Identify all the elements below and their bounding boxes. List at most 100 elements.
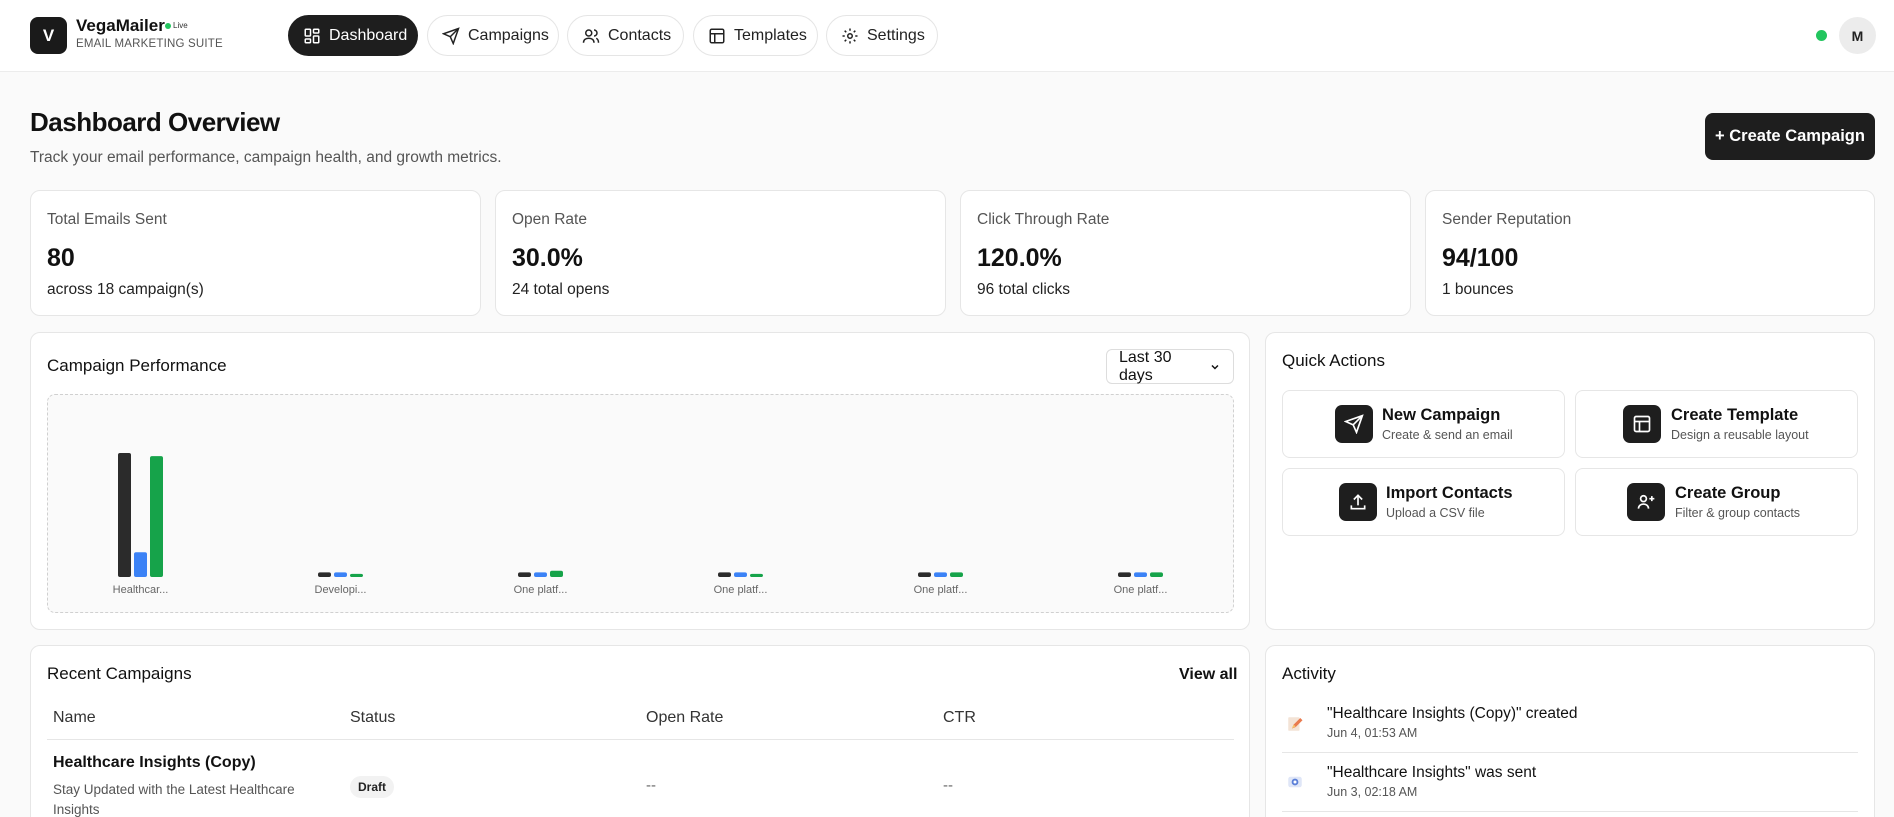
nav-settings[interactable]: Settings <box>826 15 938 56</box>
pencil-icon <box>1288 717 1303 731</box>
activity-title: Activity <box>1282 664 1336 683</box>
recent-campaigns-title: Recent Campaigns <box>47 664 192 683</box>
stat-card-emails-sent: Total Emails Sent 80 across 18 campaign(… <box>30 190 481 316</box>
stat-sub: 96 total clicks <box>977 281 1071 298</box>
campaign-open-rate: -- <box>646 777 656 794</box>
bar-2-0[interactable] <box>518 572 531 577</box>
nav-contacts[interactable]: Contacts <box>567 15 684 56</box>
nav-campaigns[interactable]: Campaigns <box>427 15 559 56</box>
nav-contacts-label: Contacts <box>608 26 672 44</box>
nav-templates[interactable]: Templates <box>693 15 818 56</box>
page-subtitle: Track your email performance, campaign h… <box>30 149 502 166</box>
x-tick-label: Developi... <box>315 584 367 596</box>
activity-text: "Healthcare Insights (Copy)" created <box>1327 705 1578 722</box>
logo[interactable]: V <box>30 17 67 54</box>
group-icon <box>1627 483 1665 521</box>
campaign-name[interactable]: Healthcare Insights (Copy) <box>53 754 256 771</box>
date-range-value: Last 30 days <box>1119 348 1172 384</box>
quick-action-title: Create Template <box>1671 406 1799 424</box>
bar-2-2[interactable] <box>550 570 563 577</box>
bar-5-0[interactable] <box>1118 572 1131 577</box>
nav-dashboard-label: Dashboard <box>329 26 408 44</box>
upload-icon <box>1339 483 1377 521</box>
bar-1-2[interactable] <box>350 573 363 577</box>
date-range-select[interactable]: Last 30 days <box>1106 349 1234 384</box>
quick-actions-title: Quick Actions <box>1282 351 1385 370</box>
quick-action-create-template[interactable]: Create Template Design a reusable layout <box>1575 390 1858 458</box>
template-icon <box>709 28 725 43</box>
nav-dashboard[interactable]: Dashboard <box>288 15 418 56</box>
brand-name: VegaMailer <box>76 16 165 35</box>
stat-card-reputation: Sender Reputation 94/100 1 bounces <box>1425 190 1875 316</box>
column-header-name[interactable]: Name <box>53 709 96 726</box>
stat-card-open-rate: Open Rate 30.0% 24 total opens <box>495 190 946 316</box>
stat-sub: 24 total opens <box>512 281 610 298</box>
nav-templates-label: Templates <box>734 26 807 44</box>
bar-0-0[interactable] <box>118 453 131 577</box>
column-header-ctr[interactable]: CTR <box>943 709 976 726</box>
stat-label: Click Through Rate <box>977 211 1110 228</box>
nav-campaigns-label: Campaigns <box>468 26 549 44</box>
campaign-ctr: -- <box>943 777 953 794</box>
stat-value: 94/100 <box>1442 244 1519 272</box>
bar-5-2[interactable] <box>1150 572 1163 577</box>
table-divider <box>47 739 1234 740</box>
quick-action-import-contacts[interactable]: Import Contacts Upload a CSV file <box>1282 468 1565 536</box>
online-status-icon <box>1816 30 1827 41</box>
bar-3-2[interactable] <box>750 573 763 577</box>
template-icon <box>1623 405 1661 443</box>
quick-action-sub: Upload a CSV file <box>1386 506 1485 520</box>
quick-action-sub: Filter & group contacts <box>1675 506 1801 520</box>
bar-2-1[interactable] <box>534 572 547 577</box>
bar-4-1[interactable] <box>934 572 947 577</box>
gear-icon <box>842 28 858 43</box>
bar-4-0[interactable] <box>918 572 931 577</box>
x-tick-label: One platf... <box>514 584 568 596</box>
bar-5-1[interactable] <box>1134 572 1147 577</box>
bar-3-1[interactable] <box>734 572 747 577</box>
activity-text: "Healthcare Insights" was sent <box>1327 764 1537 781</box>
bar-3-0[interactable] <box>718 572 731 577</box>
x-tick-label: One platf... <box>1114 584 1168 596</box>
live-badge: Live <box>165 21 188 30</box>
quick-action-create-group[interactable]: Create Group Filter & group contacts <box>1575 468 1858 536</box>
send-status-icon <box>1288 776 1302 788</box>
chevron-down-icon <box>1211 364 1219 370</box>
bar-0-1[interactable] <box>134 552 147 577</box>
bar-1-0[interactable] <box>318 572 331 577</box>
quick-action-new-campaign[interactable]: New Campaign Create & send an email <box>1282 390 1565 458</box>
avatar[interactable]: M <box>1839 17 1876 54</box>
live-label: Live <box>173 21 188 30</box>
activity-divider <box>1282 811 1858 812</box>
campaign-description: Stay Updated with the Latest Healthcare … <box>53 782 295 817</box>
activity-panel <box>1265 645 1875 817</box>
stat-label: Open Rate <box>512 211 587 228</box>
quick-action-title: Create Group <box>1675 484 1781 502</box>
send-icon <box>1335 405 1373 443</box>
recent-campaigns-panel <box>30 645 1250 817</box>
bar-0-2[interactable] <box>150 456 163 577</box>
column-header-open-rate[interactable]: Open Rate <box>646 709 724 726</box>
column-header-status[interactable]: Status <box>350 709 396 726</box>
stat-value: 80 <box>47 244 75 272</box>
nav-settings-label: Settings <box>867 26 925 44</box>
activity-time: Jun 4, 01:53 AM <box>1327 726 1418 740</box>
bar-1-1[interactable] <box>334 572 347 577</box>
users-icon <box>582 28 600 43</box>
create-campaign-button[interactable]: + Create Campaign <box>1705 113 1875 160</box>
quick-action-title: Import Contacts <box>1386 484 1513 502</box>
x-tick-label: One platf... <box>914 584 968 596</box>
stat-label: Total Emails Sent <box>47 211 167 228</box>
page-title: Dashboard Overview <box>30 107 280 137</box>
dashboard-icon <box>304 28 320 43</box>
top-bar: V VegaMailer Live EMAIL MARKETING SUITE … <box>0 0 1894 72</box>
stat-card-ctr: Click Through Rate 120.0% 96 total click… <box>960 190 1411 316</box>
activity-divider <box>1282 752 1858 753</box>
view-all-link[interactable]: View all <box>1179 666 1238 683</box>
send-icon <box>442 26 460 45</box>
stat-label: Sender Reputation <box>1442 211 1572 228</box>
brand-subtitle: EMAIL MARKETING SUITE <box>76 38 223 50</box>
stat-value: 120.0% <box>977 244 1062 272</box>
quick-action-title: New Campaign <box>1382 406 1501 424</box>
bar-4-2[interactable] <box>950 572 963 577</box>
